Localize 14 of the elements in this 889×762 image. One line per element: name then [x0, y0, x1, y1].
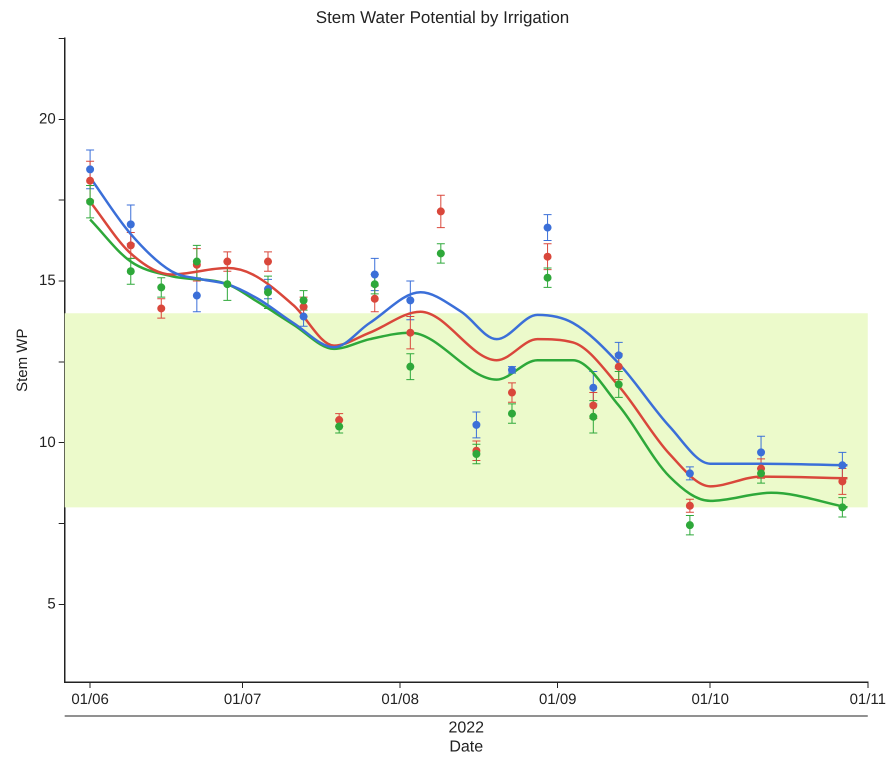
x-tick-label: 01/08: [381, 691, 419, 708]
y-axis-title: Stem WP: [14, 328, 32, 392]
y-tick-label: 15: [38, 272, 56, 290]
x-tick-label: 01/10: [691, 691, 729, 708]
x-tick-label: 01/07: [224, 691, 262, 708]
text: 2022: [448, 719, 484, 736]
x-tick-label: 01/06: [71, 691, 109, 708]
x-tick-label: 01/09: [538, 691, 577, 708]
x-axis-title: Date: [449, 738, 484, 756]
y-tick-label: 10: [38, 434, 56, 451]
y-tick-label: 5: [47, 596, 56, 613]
x-tick-label: 01/11: [850, 691, 886, 708]
y-tick-label: 20: [38, 110, 56, 128]
chart-title: Stem Water Potential by Irrigation: [316, 8, 570, 27]
